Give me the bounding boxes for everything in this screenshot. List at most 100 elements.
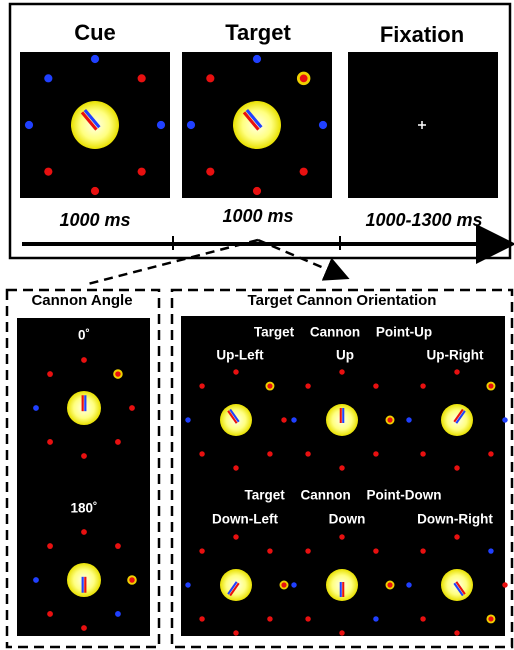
- cannon: [227, 408, 240, 424]
- ring-dot: [488, 548, 494, 554]
- ring-dot: [199, 451, 205, 457]
- cannon-barrel: [342, 582, 345, 597]
- cond-label: Up: [336, 348, 354, 363]
- ring-dot: [454, 630, 460, 636]
- center-disc: [67, 391, 101, 425]
- cannon-barrel: [84, 395, 87, 412]
- target-dot: [385, 415, 395, 425]
- ring-dot: [199, 548, 205, 554]
- ring-dot: [47, 439, 53, 445]
- ring-dot: [90, 54, 100, 64]
- cannon-barrel: [455, 581, 466, 595]
- cannon: [227, 581, 240, 597]
- ring-dot: [47, 611, 53, 617]
- cannon-barrel: [84, 576, 87, 593]
- cannon: [339, 408, 345, 423]
- ring-dot: [233, 630, 239, 636]
- ring-dot: [339, 369, 345, 375]
- center-disc: [67, 563, 101, 597]
- target-dot: [127, 575, 137, 585]
- ring-dot: [454, 534, 460, 540]
- row-heading: Target Cannon Point-Up: [254, 325, 432, 340]
- cond-label: Down-Right: [417, 512, 493, 527]
- ring-dot: [420, 616, 426, 622]
- ring-dot: [305, 548, 311, 554]
- cannon-barrel: [339, 582, 342, 597]
- ring-dot: [406, 582, 412, 588]
- ring-dot: [252, 54, 262, 64]
- cannon-barrel: [342, 408, 345, 423]
- target-dot: [296, 71, 311, 86]
- stage-label: Cue: [74, 20, 116, 45]
- cannon-barrel: [245, 109, 263, 129]
- cannon-barrel: [83, 109, 101, 129]
- cannon-barrel: [227, 581, 238, 595]
- ring-dot: [81, 529, 87, 535]
- cannon-barrel: [227, 410, 238, 424]
- ring-dot: [305, 616, 311, 622]
- cannon: [453, 581, 466, 597]
- ring-dot: [186, 120, 196, 130]
- ring-dot: [267, 548, 273, 554]
- ring-dot: [373, 548, 379, 554]
- cond-label: Down: [329, 512, 366, 527]
- ring-dot: [129, 405, 135, 411]
- cannon-barrel: [242, 111, 260, 131]
- ring-dot: [406, 417, 412, 423]
- ring-dot: [233, 534, 239, 540]
- ring-dot: [47, 543, 53, 549]
- ring-dot: [115, 543, 121, 549]
- ring-dot: [502, 582, 508, 588]
- cond-label: Up-Right: [427, 348, 484, 363]
- ring-dot: [185, 417, 191, 423]
- ring-dot: [185, 582, 191, 588]
- duration: 1000 ms: [59, 210, 130, 230]
- ring-dot: [318, 120, 328, 130]
- ring-dot: [454, 369, 460, 375]
- target-dot: [113, 369, 123, 379]
- ring-dot: [339, 465, 345, 471]
- ring-dot: [33, 405, 39, 411]
- ring-dot: [137, 167, 146, 176]
- angle-label: 180˚: [70, 501, 97, 516]
- timeline-ticks: [172, 236, 341, 250]
- duration: 1000 ms: [222, 206, 293, 226]
- cannon: [80, 109, 101, 131]
- ring-dot: [299, 167, 308, 176]
- center-disc: [326, 404, 358, 436]
- ring-dot: [44, 167, 53, 176]
- center-disc: [441, 404, 473, 436]
- cannon: [453, 408, 466, 424]
- ring-dot: [199, 383, 205, 389]
- ring-dot: [305, 383, 311, 389]
- ring-dot: [115, 611, 121, 617]
- ring-dot: [281, 417, 287, 423]
- ring-dot: [44, 74, 53, 83]
- ring-dot: [420, 383, 426, 389]
- top-frame: [8, 2, 512, 260]
- ring-dot: [291, 582, 297, 588]
- duration: 1000-1300 ms: [365, 210, 482, 230]
- cannon: [242, 109, 263, 131]
- ring-dot: [488, 451, 494, 457]
- ring-dot: [206, 74, 215, 83]
- target-dot: [279, 580, 289, 590]
- ring-dot: [81, 357, 87, 363]
- ring-dot: [156, 120, 166, 130]
- section-title: Target Cannon Orientation: [248, 292, 437, 309]
- ring-dot: [291, 417, 297, 423]
- cond-label: Up-Left: [216, 348, 264, 363]
- stage-label: Target: [225, 20, 291, 45]
- cond-label: Down-Left: [212, 512, 278, 527]
- stage-label: Fixation: [380, 22, 464, 47]
- ring-dot: [24, 120, 34, 130]
- center-disc: [220, 404, 252, 436]
- angle-frame: [5, 288, 161, 649]
- ring-dot: [420, 548, 426, 554]
- ring-dot: [373, 383, 379, 389]
- target-dot: [265, 381, 275, 391]
- ring-dot: [137, 74, 146, 83]
- target-dot: [385, 580, 395, 590]
- section-title: Cannon Angle: [31, 292, 132, 309]
